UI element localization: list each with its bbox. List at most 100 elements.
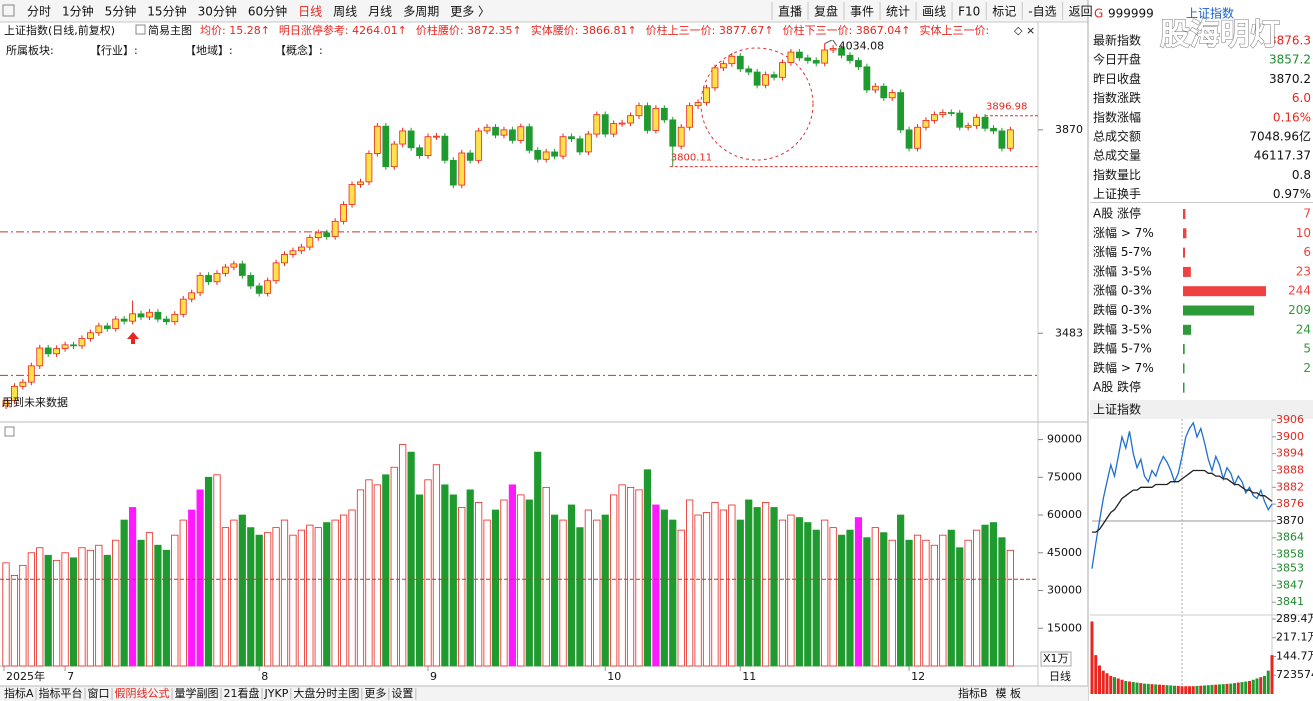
volume-bar xyxy=(128,507,137,667)
period-tab[interactable]: 日线 xyxy=(298,5,322,19)
bottom-tab[interactable]: 更多 xyxy=(364,686,386,700)
volume-bar xyxy=(846,529,854,667)
mini-volume-bar xyxy=(1225,683,1229,694)
volume-bar xyxy=(483,519,491,667)
mini-volume-bar xyxy=(1113,677,1116,694)
indicator-value: 实体腰价: 3866.81↑ xyxy=(531,23,637,37)
mini-volume-bar xyxy=(1240,682,1244,694)
bottom-tab[interactable]: 假阴线公式 xyxy=(115,686,170,700)
pane-control[interactable]: ◇ xyxy=(1014,24,1023,37)
volume-bar xyxy=(998,537,1006,667)
candle-body xyxy=(981,116,989,129)
candle-body xyxy=(390,143,398,168)
period-tab[interactable]: 月线 xyxy=(368,5,392,19)
volume-bar xyxy=(1006,549,1014,667)
toolbar-button[interactable]: F10 xyxy=(958,5,980,19)
volume-bar xyxy=(373,484,381,667)
bottom-tab[interactable]: 设置 xyxy=(391,687,413,700)
candle-body xyxy=(610,123,618,135)
breadth-bar xyxy=(1183,209,1186,219)
period-indicator: 日线 xyxy=(1049,669,1071,683)
candle-body xyxy=(36,347,44,367)
toolbar-button[interactable]: 复盘 xyxy=(814,4,838,19)
candle-body xyxy=(905,129,913,149)
bottom-tab[interactable]: JYKP xyxy=(264,687,289,700)
volume-bar xyxy=(331,519,339,667)
mini-volume-bar xyxy=(1150,684,1154,694)
toolbar-button[interactable]: 返回 xyxy=(1069,5,1093,19)
mini-title: 上证指数 xyxy=(1093,402,1141,417)
mini-volume-bar xyxy=(1236,682,1240,694)
toolbar-button[interactable]: -自选 xyxy=(1028,5,1056,19)
breadth-label: 涨幅 5-7% xyxy=(1093,244,1152,259)
period-tab[interactable]: 周线 xyxy=(333,5,357,19)
mini-volume-bar xyxy=(1161,684,1165,694)
sector-label: 【概念】: xyxy=(275,43,323,57)
period-tab[interactable]: 分时 xyxy=(27,5,51,19)
toolbar-button[interactable]: 画线 xyxy=(922,5,946,19)
quote-code: 999999 xyxy=(1108,7,1154,21)
volume-bar xyxy=(171,534,179,667)
toolbar-button[interactable]: 标记 xyxy=(992,5,1016,19)
bottom-tab[interactable]: 大盘分时主图 xyxy=(293,686,359,700)
candle-body xyxy=(635,105,643,117)
chart-title: 上证指数(日线,前复权) xyxy=(4,23,115,37)
candle-body xyxy=(306,237,314,248)
candle-body xyxy=(677,126,685,147)
toolbar-button[interactable]: 事件 xyxy=(850,5,874,19)
candle-body xyxy=(939,112,947,116)
peak-label: 4034.08 xyxy=(839,40,885,53)
breadth-bar xyxy=(1183,286,1266,297)
candle-body xyxy=(888,92,896,99)
candle-body xyxy=(44,347,52,355)
candle-body xyxy=(458,152,466,186)
mini-volume-bar xyxy=(1158,684,1161,694)
breadth-value: 24 xyxy=(1296,322,1311,336)
candle-body xyxy=(399,130,407,145)
bottom-tab[interactable]: 指标B xyxy=(958,686,988,700)
breadth-value: 7 xyxy=(1303,207,1311,221)
breadth-bar xyxy=(1183,266,1191,277)
volume-bar xyxy=(610,494,618,667)
toolbar-button[interactable]: 直播 xyxy=(778,5,802,19)
bottom-tab[interactable]: 指标平台 xyxy=(39,686,83,700)
volume-bar xyxy=(745,499,753,667)
chart-mode[interactable]: 简易主图 xyxy=(148,23,192,37)
breadth-value: 244 xyxy=(1288,284,1311,298)
mini-y-tick-label: 3864 xyxy=(1276,531,1304,544)
mini-volume-bar xyxy=(1131,682,1135,694)
bottom-tab[interactable]: 量学副图 xyxy=(175,686,219,700)
candle-body xyxy=(500,129,508,136)
toolbar-button[interactable]: 统计 xyxy=(886,5,910,19)
candle-body xyxy=(424,136,432,157)
candle-body xyxy=(19,381,27,387)
period-tab[interactable]: 多周期 xyxy=(403,5,439,19)
volume-y-tick-label: 15000 xyxy=(1047,621,1082,634)
period-tab[interactable]: 1分钟 xyxy=(62,4,94,19)
mini-volume-bar xyxy=(1195,685,1199,694)
volume-bar xyxy=(407,451,415,667)
candle-body xyxy=(846,54,854,61)
candle-body xyxy=(736,55,744,70)
candle-body xyxy=(644,105,651,131)
mini-volume-bar xyxy=(1188,686,1191,694)
mini-volume-tick-label: 144.7万 xyxy=(1276,650,1313,663)
pane-control[interactable]: × xyxy=(1026,24,1035,37)
candle-body xyxy=(154,311,162,320)
period-tab[interactable]: 更多 〉 xyxy=(450,5,490,19)
period-tab[interactable]: 15分钟 xyxy=(147,4,186,19)
mini-y-tick-label: 3841 xyxy=(1276,595,1304,608)
bottom-tab[interactable]: 窗口 xyxy=(88,686,110,700)
volume-bar xyxy=(162,549,170,667)
candle-body xyxy=(627,115,634,124)
candle-body xyxy=(855,60,862,68)
bottom-tab[interactable]: 21看盘 xyxy=(224,686,260,700)
period-tab[interactable]: 30分钟 xyxy=(198,4,237,19)
mini-volume-bar xyxy=(1154,684,1158,694)
period-tab[interactable]: 60分钟 xyxy=(248,4,287,19)
volume-bar xyxy=(567,504,576,667)
period-tab[interactable]: 5分钟 xyxy=(105,4,137,19)
candle-body xyxy=(931,114,938,121)
bottom-tab[interactable]: 指标A xyxy=(4,686,34,700)
bottom-tab[interactable]: 模 板 xyxy=(996,686,1022,700)
